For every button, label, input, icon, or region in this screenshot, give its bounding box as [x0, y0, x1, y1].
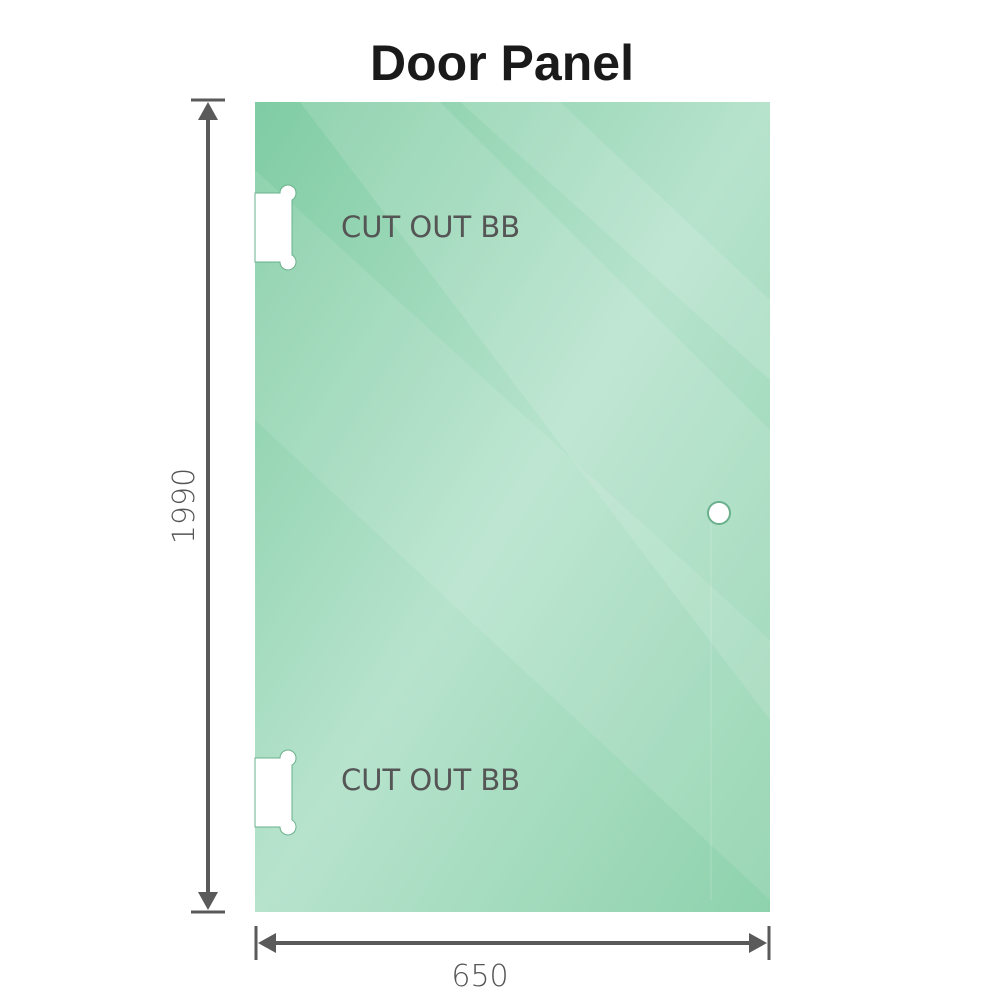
height-dimension-label: 1990 [167, 468, 202, 544]
width-dimension-label: 650 [451, 959, 508, 994]
diagram-title: Door Panel [370, 35, 634, 91]
cutout-label-bottom: CUT OUT BB [341, 763, 520, 797]
width-dimension-line [254, 926, 771, 960]
cutout-label-top: CUT OUT BB [341, 210, 520, 244]
cutout-bottom [254, 749, 297, 836]
glass-panel [255, 102, 770, 912]
cutout-top [254, 184, 297, 271]
handle-hole [707, 501, 731, 525]
height-dimension-line [191, 98, 225, 914]
